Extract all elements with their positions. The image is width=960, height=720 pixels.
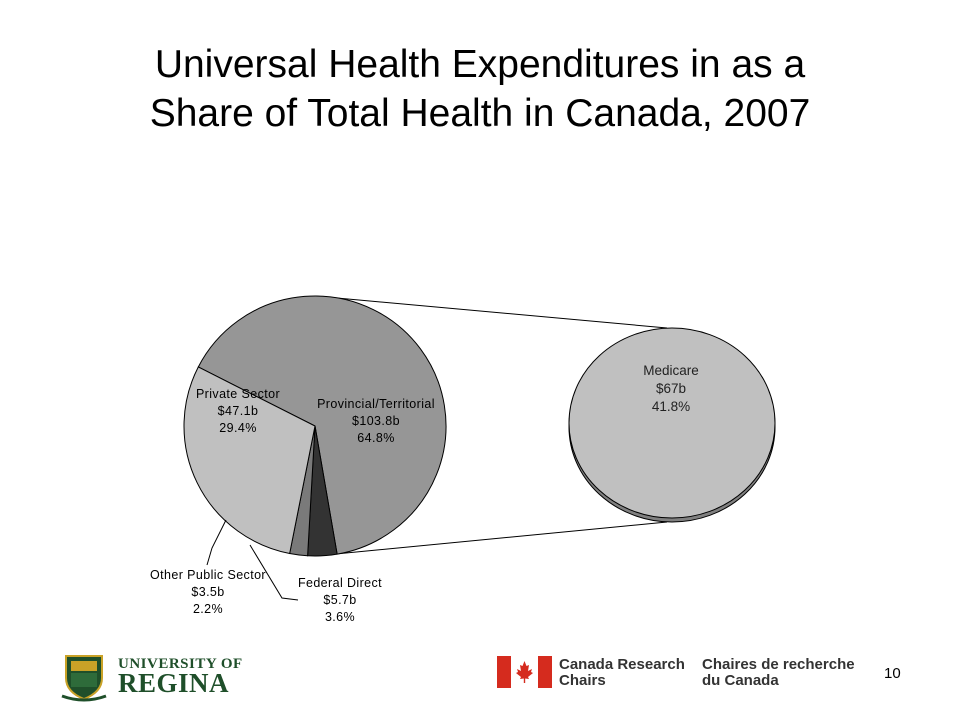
- label-provincial-territorial-line-2: $103.8b: [352, 414, 400, 428]
- label-private-sector-line-1: Private Sector: [196, 387, 280, 401]
- label-other-public-sector-line-2: $3.5b: [191, 585, 224, 599]
- connector-bottom: [314, 521, 668, 557]
- university-line-2: REGINA: [118, 668, 230, 698]
- leader-other-public-sector: [206, 519, 227, 566]
- crc-english-line-2: Chairs: [559, 672, 606, 689]
- label-provincial-territorial-line-3: 64.8%: [357, 431, 394, 445]
- label-federal-direct-line-3: 3.6%: [325, 610, 355, 624]
- breakout-connectors: [314, 295, 668, 557]
- title-line-2: Share of Total Health in Canada, 2007: [149, 92, 811, 135]
- maple-leaf-flag-icon: [497, 656, 552, 688]
- label-medicare-line-3: 41.8%: [652, 399, 690, 414]
- pie: [183, 295, 447, 557]
- connector-top: [314, 295, 668, 329]
- breakout-medicare: [568, 327, 776, 519]
- pie-labels: Provincial/Territorial $103.8b 64.8% Privat…: [150, 363, 699, 624]
- university-of-regina-logo: UNIVERSITY OF REGINA: [58, 652, 258, 702]
- crc-french-line-2: du Canada: [702, 672, 779, 689]
- slide-title: Universal Health Expenditures in as a Sh…: [0, 40, 960, 138]
- medicare-breakout: [568, 327, 776, 523]
- canada-research-chairs-logo: Canada Research Chairs Chaires de recher…: [497, 656, 857, 690]
- label-medicare-line-1: Medicare: [643, 363, 699, 378]
- label-other-public-sector-line-1: Other Public Sector: [150, 568, 266, 582]
- label-other-public-sector-line-3: 2.2%: [193, 602, 223, 616]
- crest-icon: [61, 655, 107, 702]
- label-private-sector-line-3: 29.4%: [219, 421, 256, 435]
- leader-federal-direct: [249, 544, 299, 601]
- label-provincial-territorial-line-1: Provincial/Territorial: [317, 397, 435, 411]
- page-number: 10: [884, 665, 901, 682]
- crc-english-line-1: Canada Research: [559, 656, 685, 673]
- label-medicare-line-2: $67b: [656, 381, 686, 396]
- university-line-1: UNIVERSITY OF: [118, 656, 243, 672]
- crc-french-line-1: Chaires de recherche: [702, 656, 855, 673]
- label-federal-direct-line-1: Federal Direct: [298, 576, 382, 590]
- pie-slice-provincial-territorial: [197, 295, 447, 555]
- title-line-1: Universal Health Expenditures in as a: [154, 43, 806, 86]
- label-federal-direct-line-2: $5.7b: [323, 593, 356, 607]
- pie-slice-private-sector: [183, 366, 316, 555]
- label-private-sector-line-2: $47.1b: [218, 404, 259, 418]
